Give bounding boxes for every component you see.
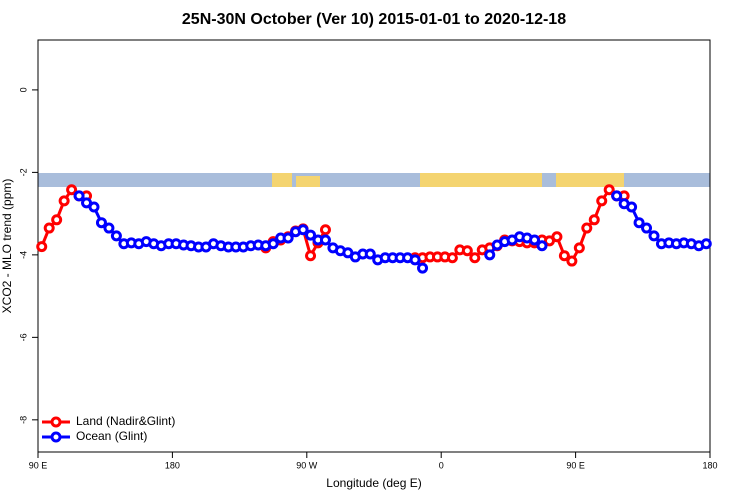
legend-marker — [50, 431, 62, 443]
data-point — [529, 234, 541, 246]
data-point — [73, 190, 85, 202]
data-point — [66, 184, 78, 196]
x-tick-label: 90 W — [296, 460, 318, 470]
data-point — [551, 231, 563, 243]
data-point — [603, 184, 615, 196]
data-point — [566, 255, 578, 267]
data-point — [641, 222, 653, 234]
y-tick-label: -2 — [18, 168, 28, 176]
legend-marker — [50, 416, 62, 428]
y-tick-label: -6 — [18, 333, 28, 341]
map-strip — [38, 173, 710, 187]
data-point — [409, 254, 421, 266]
data-point — [58, 195, 70, 207]
data-point — [596, 195, 608, 207]
data-point — [36, 241, 48, 253]
data-point — [469, 252, 481, 264]
data-point — [581, 222, 593, 234]
legend-label: Ocean (Glint) — [76, 429, 147, 443]
data-point — [297, 224, 309, 236]
data-point — [305, 229, 317, 241]
x-axis-label: Longitude (deg E) — [326, 476, 421, 490]
y-axis-label: XCO2 - MLO trend (ppm) — [0, 179, 14, 314]
data-point — [319, 234, 331, 246]
data-point — [588, 214, 600, 226]
data-point — [446, 252, 458, 264]
data-point — [558, 250, 570, 262]
y-tick-label: -4 — [18, 251, 28, 259]
data-point — [633, 217, 645, 229]
x-tick-label: 90 E — [29, 460, 48, 470]
data-point — [364, 248, 376, 260]
chart-title: 25N-30N October (Ver 10) 2015-01-01 to 2… — [182, 11, 566, 28]
data-point — [417, 262, 429, 274]
data-point — [573, 242, 585, 254]
data-point — [461, 245, 473, 257]
data-point — [282, 232, 294, 244]
data-point — [43, 222, 55, 234]
data-point — [648, 230, 660, 242]
data-point — [267, 238, 279, 250]
legend-label: Land (Nadir&Glint) — [76, 414, 175, 428]
data-point — [700, 238, 712, 250]
y-tick-label: 0 — [18, 87, 28, 92]
data-point — [319, 224, 331, 236]
data-point — [305, 250, 317, 262]
data-point — [611, 190, 623, 202]
x-tick-label: 90 E — [566, 460, 585, 470]
x-tick-label: 0 — [439, 460, 444, 470]
data-point — [51, 214, 63, 226]
data-point — [95, 217, 107, 229]
data-point — [626, 201, 638, 213]
data-point — [110, 230, 122, 242]
data-point — [484, 249, 496, 261]
x-tick-label: 180 — [702, 460, 717, 470]
data-point — [536, 240, 548, 252]
x-tick-label: 180 — [165, 460, 180, 470]
y-tick-label: -8 — [18, 416, 28, 424]
data-point — [103, 222, 115, 234]
data-point — [88, 201, 100, 213]
